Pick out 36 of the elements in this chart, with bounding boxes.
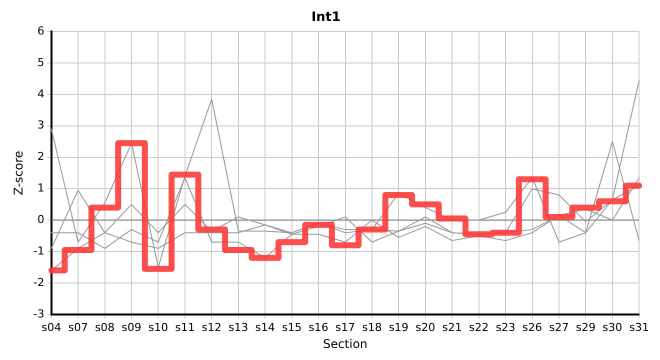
x-tick-label: s14 — [255, 320, 275, 334]
x-tick-label: s26 — [522, 320, 542, 334]
x-tick-label: s07 — [68, 320, 88, 334]
x-tick-label: s13 — [228, 320, 248, 334]
x-tick-label: s27 — [549, 320, 569, 334]
y-tick-label: 5 — [37, 56, 44, 69]
x-tick-label: s29 — [576, 320, 596, 334]
x-tick-label: s11 — [175, 320, 195, 334]
x-tick-label: s21 — [442, 320, 462, 334]
y-tick-label: 6 — [37, 24, 44, 38]
x-tick-label: s22 — [468, 320, 489, 334]
y-tick-label: -2 — [33, 276, 44, 289]
y-tick-label: 0 — [37, 212, 44, 226]
x-tick-label: s12 — [202, 320, 222, 334]
x-tick-label: s19 — [388, 320, 409, 334]
y-axis-title: Z-score — [11, 150, 26, 196]
y-tick-label: -3 — [33, 307, 44, 320]
y-tick-label: 1 — [37, 182, 44, 195]
x-tick-label: s04 — [42, 320, 62, 334]
x-tick-label: s23 — [496, 320, 516, 334]
x-tick-label: s31 — [629, 320, 650, 334]
x-tick-label: s30 — [602, 320, 622, 334]
y-tick-label: 3 — [37, 118, 44, 132]
x-tick-label: s17 — [335, 320, 356, 334]
x-tick-label: s18 — [362, 320, 382, 334]
x-tick-label: s20 — [416, 320, 436, 334]
x-tick-label: s15 — [282, 320, 302, 334]
x-tick-label: s16 — [308, 320, 328, 334]
y-tick-label: -1 — [33, 244, 44, 258]
x-tick-label: s10 — [148, 320, 168, 334]
x-axis-title: Section — [322, 336, 368, 351]
y-tick-label: 4 — [37, 87, 44, 100]
chart-title: Int1 — [311, 10, 341, 26]
x-tick-label: s08 — [94, 320, 115, 334]
y-tick-label: 2 — [37, 150, 44, 164]
x-tick-label: s09 — [122, 320, 142, 334]
